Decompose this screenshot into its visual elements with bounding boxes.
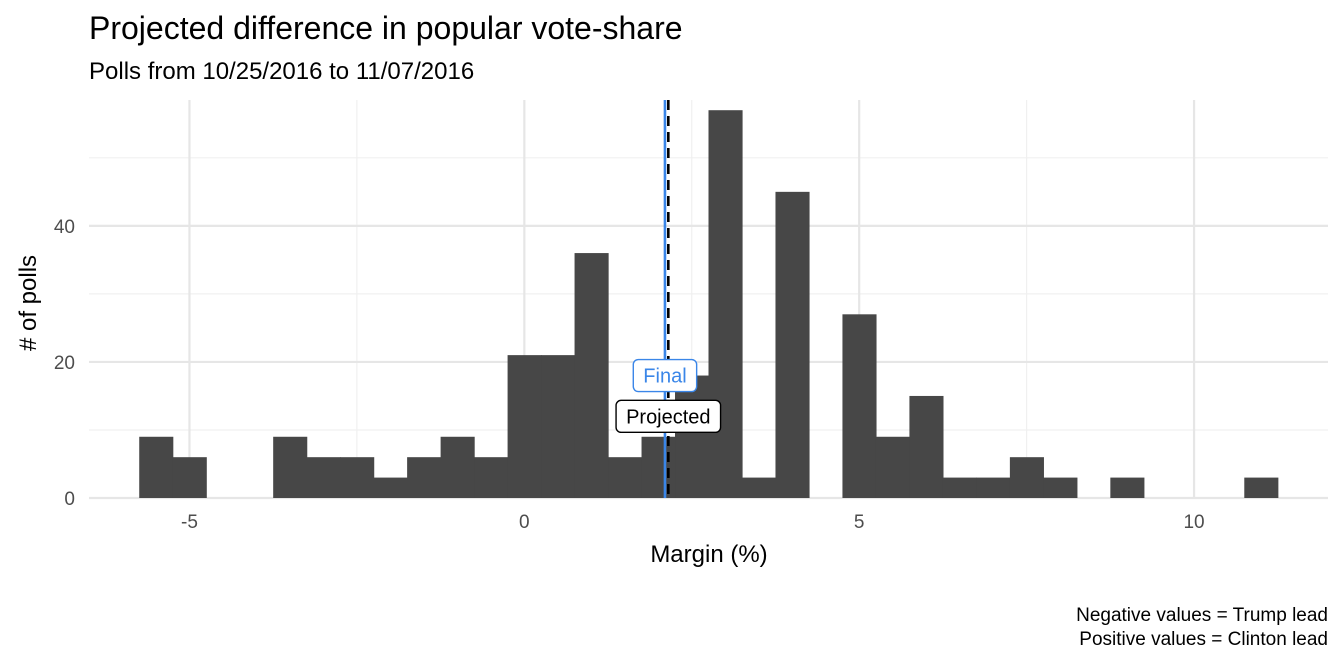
histogram-bar: [909, 395, 944, 498]
y-axis-ticks: 0 20 40: [54, 217, 75, 510]
histogram-bar: [474, 457, 509, 498]
histogram-bar: [373, 477, 408, 498]
histogram-bar: [775, 191, 810, 498]
histogram-bar: [875, 436, 911, 498]
y-tick-label: 20: [54, 353, 75, 374]
x-tick-label: 0: [519, 512, 530, 533]
reference-label-projected: Projected: [626, 406, 711, 428]
histogram-bar: [675, 375, 710, 498]
histogram-bar: [942, 477, 977, 498]
x-axis-title: Margin (%): [650, 541, 767, 568]
histogram-bar: [976, 477, 1011, 498]
x-tick-label: 5: [854, 512, 865, 533]
histogram-bar: [1244, 477, 1279, 498]
histogram-bar: [440, 436, 475, 498]
chart-title: Projected difference in popular vote-sha…: [89, 10, 683, 46]
histogram-bar: [641, 436, 676, 498]
histogram-chart: Final Projected 0 20 40 -5 0 5 10 Margin (%) #…: [15, 100, 1328, 568]
reference-lines: Final Projected: [615, 100, 722, 498]
x-tick-label: -5: [181, 512, 198, 533]
histogram-bar: [741, 477, 777, 498]
chart-subtitle: Polls from 10/25/2016 to 11/07/2016: [89, 58, 475, 85]
histogram-bar: [842, 314, 877, 498]
histogram-bar: [708, 110, 743, 498]
x-tick-label: 10: [1183, 512, 1204, 533]
histogram-bar: [1110, 477, 1145, 498]
histogram-bar: [574, 253, 609, 498]
histogram-bar: [1009, 457, 1044, 498]
chart-caption: Negative values = Trump lead Positive va…: [1076, 604, 1328, 652]
y-axis-title: # of polls: [15, 255, 42, 351]
y-tick-label: 40: [54, 217, 75, 238]
caption-line-negative: Negative values = Trump lead: [1076, 605, 1328, 626]
histogram-bar: [340, 457, 375, 498]
reference-label-box-final: [632, 358, 698, 393]
histogram-bar: [541, 355, 576, 498]
histogram-bar: [172, 457, 207, 498]
x-axis-ticks: -5 0 5 10: [181, 512, 1205, 533]
histogram-bars: [139, 110, 1279, 498]
histogram-bar: [608, 457, 643, 498]
histogram-bar: [139, 436, 174, 498]
histogram-bar: [306, 457, 341, 498]
histogram-bar: [407, 457, 442, 498]
histogram-bar: [1043, 477, 1078, 498]
reference-label-final: Final: [643, 366, 686, 388]
reference-label-box-projected: [615, 399, 722, 434]
histogram-bar: [273, 436, 308, 498]
histogram-bar: [507, 355, 542, 498]
caption-line-positive: Positive values = Clinton lead: [1079, 629, 1328, 650]
y-tick-label: 0: [64, 489, 75, 510]
